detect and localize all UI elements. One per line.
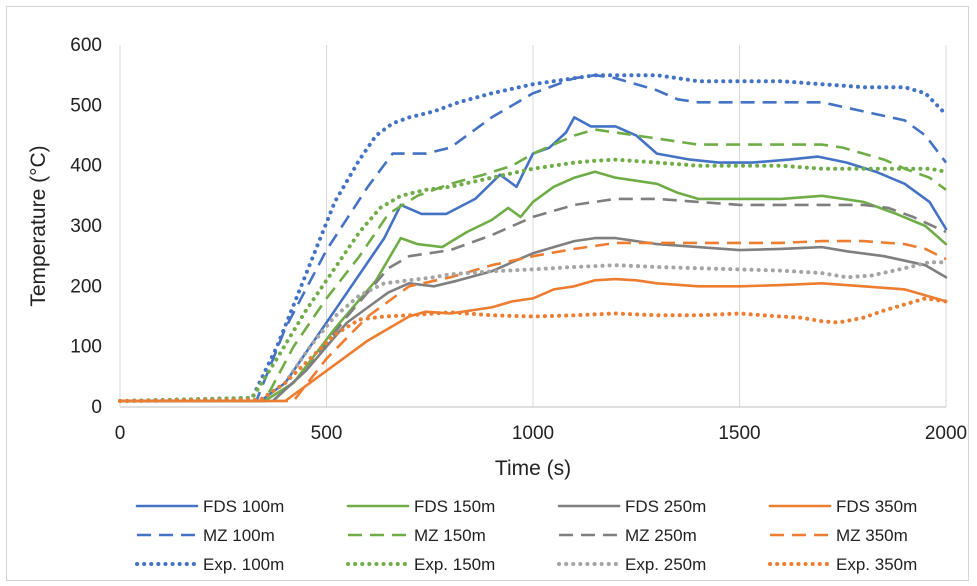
legend-label: FDS 150m [414,497,495,516]
legend-item-3: FDS 350m [768,497,917,516]
y-tick-label: 500 [70,95,102,116]
x-axis-title: Time (s) [495,457,571,480]
x-tick-label: 1500 [718,423,760,444]
legend-item-6: MZ 250m [559,526,697,545]
line-chart: 0 500 1000 1500 2000 0 100 200 300 400 500 600 Time… [27,35,967,574]
series-line-8 [118,73,948,403]
y-tick-label: 300 [70,216,102,237]
series-line-4 [120,73,948,403]
legend-item-2: FDS 250m [557,497,706,516]
axes [119,45,946,408]
series-line-0 [118,116,948,403]
legend-item-9: Exp. 150m [346,555,495,574]
series-line-3 [118,277,948,403]
legend-label: FDS 100m [203,497,284,516]
legend-label: MZ 100m [203,526,275,545]
legend-item-8: Exp. 100m [135,555,284,574]
y-tick-label: 400 [70,156,102,177]
y-tick-label: 600 [70,35,102,56]
series-line-11 [118,296,948,403]
legend-label: MZ 350m [836,526,908,545]
y-axis-title: Temperature (°C) [27,145,50,306]
x-tick-label: 2000 [925,423,967,444]
legend-label: Exp. 250m [625,555,706,574]
legend-label: FDS 350m [836,497,917,516]
legend-label: Exp. 350m [836,555,917,574]
series-line-10 [118,260,948,403]
legend-item-5: MZ 150m [348,526,486,545]
x-tick-label: 1000 [512,423,554,444]
legend-label: Exp. 100m [203,555,284,574]
tick-labels: 0 500 1000 1500 2000 0 100 200 300 400 500 600 [70,35,967,444]
legend-item-4: MZ 100m [137,526,275,545]
legend-label: MZ 250m [625,526,697,545]
series-line-2 [118,236,948,403]
y-tick-label: 0 [91,397,102,418]
legend-label: Exp. 150m [414,555,495,574]
y-tick-label: 200 [70,276,102,297]
legend-item-0: FDS 100m [135,497,284,516]
legend-item-10: Exp. 250m [557,555,706,574]
y-tick-label: 100 [70,337,102,358]
series-line-6 [120,197,947,403]
chart-frame: 0 500 1000 1500 2000 0 100 200 300 400 500 600 Time… [6,6,969,581]
legend-item-7: MZ 350m [770,526,908,545]
series-line-9 [118,157,948,403]
legend-label: FDS 250m [625,497,706,516]
legend-item-1: FDS 150m [346,497,495,516]
legend-item-11: Exp. 350m [768,555,917,574]
series-line-5 [120,128,947,403]
x-tick-label: 500 [311,423,343,444]
legend-label: MZ 150m [414,526,486,545]
series-line-1 [118,170,948,403]
legend: FDS 100m FDS 150m FDS 250m FDS 350m MZ 100m M… [135,497,917,574]
grid [326,45,947,407]
series-lines [118,73,948,403]
x-tick-label: 0 [115,423,126,444]
